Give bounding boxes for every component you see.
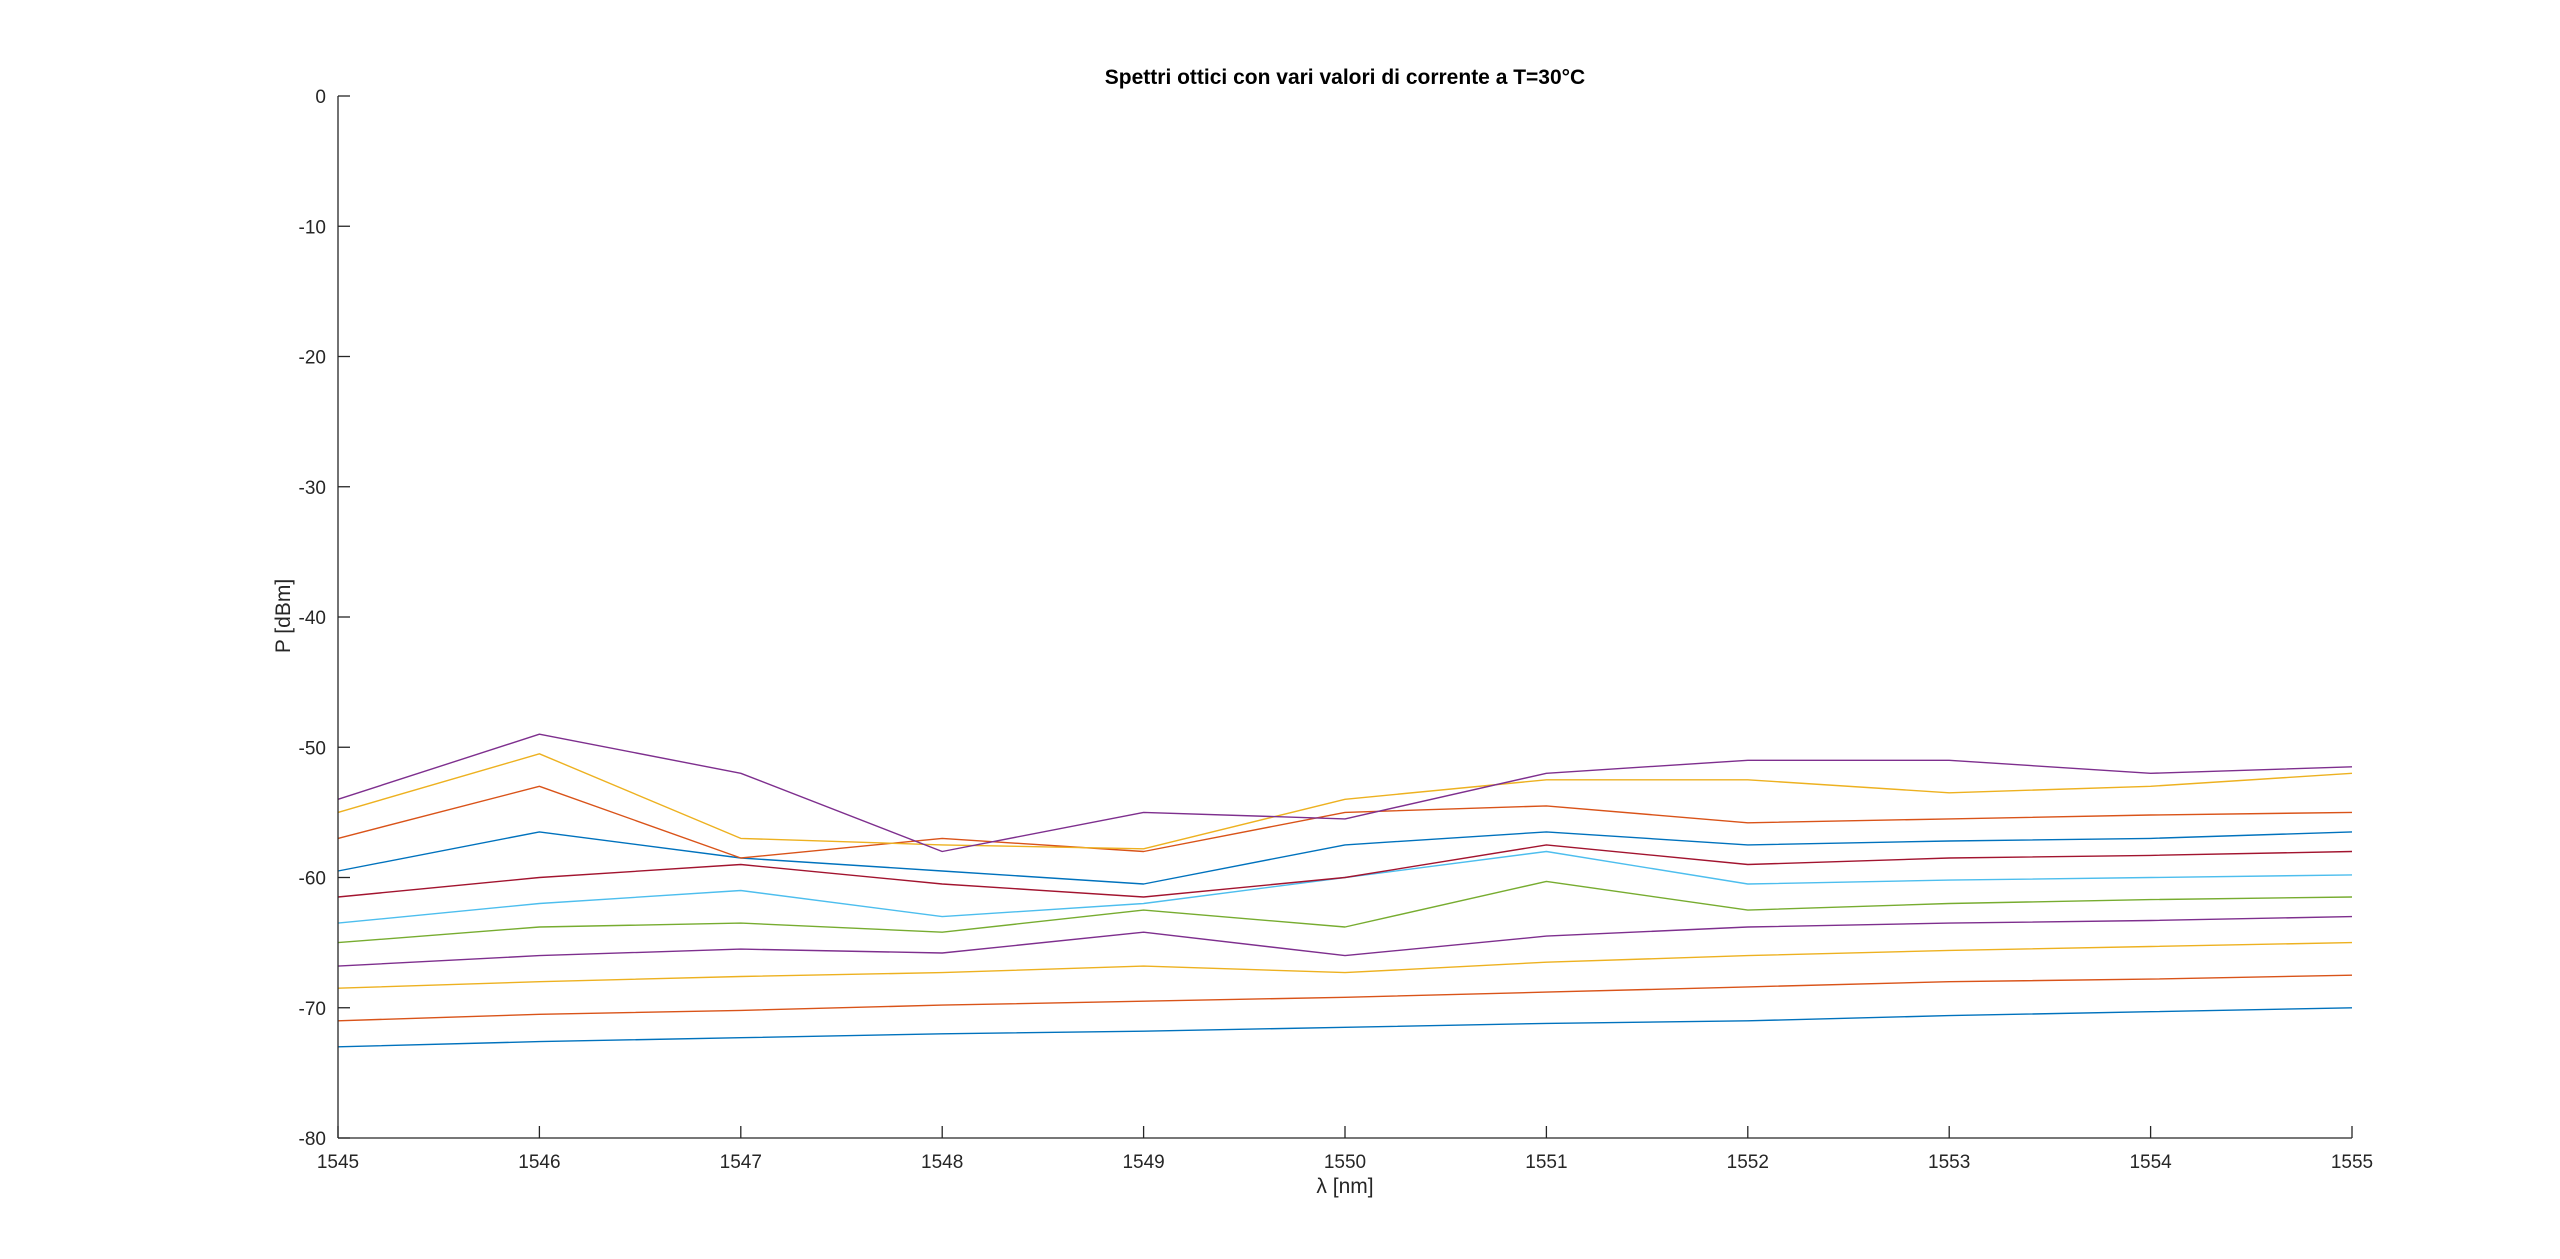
- y-tick-label: -70: [299, 999, 326, 1020]
- x-tick-label: 1555: [2331, 1152, 2373, 1173]
- series-line-8: [337, 831, 2353, 885]
- series-line-5: [337, 880, 2353, 944]
- series-line-9: [337, 785, 2353, 859]
- x-tick-label: 1545: [317, 1152, 359, 1173]
- series-line-1: [337, 1007, 2353, 1048]
- series-line-11: [337, 733, 2353, 853]
- chart-title: Spettri ottici con vari valori di corren…: [1105, 66, 1585, 89]
- x-tick-label: 1546: [518, 1152, 560, 1173]
- x-tick-label: 1547: [720, 1152, 762, 1173]
- y-tick-label: -40: [299, 608, 326, 629]
- x-tick-label: 1552: [1727, 1152, 1769, 1173]
- y-tick-label: -20: [299, 348, 326, 369]
- x-tick-label: 1554: [2129, 1152, 2172, 1173]
- x-tick-label: 1553: [1928, 1152, 1970, 1173]
- series-line-2: [337, 974, 2353, 1022]
- series-line-10: [337, 753, 2353, 850]
- x-tick-label: 1548: [921, 1152, 963, 1173]
- y-tick-label: -30: [299, 478, 326, 499]
- series-line-7: [337, 844, 2353, 898]
- x-tick-label: 1550: [1324, 1152, 1366, 1173]
- series-layer: [337, 733, 2353, 1048]
- x-tick-label: 1549: [1122, 1152, 1164, 1173]
- series-line-4: [337, 915, 2353, 967]
- x-axis-title: λ [nm]: [1316, 1175, 1373, 1198]
- series-line-3: [337, 941, 2353, 989]
- x-tick-label: 1551: [1525, 1152, 1567, 1173]
- axes: 1545 1546 1547 1548 1549 1550 1551 1552 1553 1554…: [299, 87, 2374, 1173]
- y-tick-label: 0: [315, 87, 326, 108]
- y-axis-title: P [dBm]: [272, 579, 295, 653]
- series-line-6: [337, 850, 2353, 924]
- y-tick-label: -60: [299, 869, 326, 890]
- y-tick-label: -50: [299, 738, 326, 759]
- y-tick-label: -10: [299, 217, 326, 238]
- y-tick-label: -80: [299, 1129, 326, 1150]
